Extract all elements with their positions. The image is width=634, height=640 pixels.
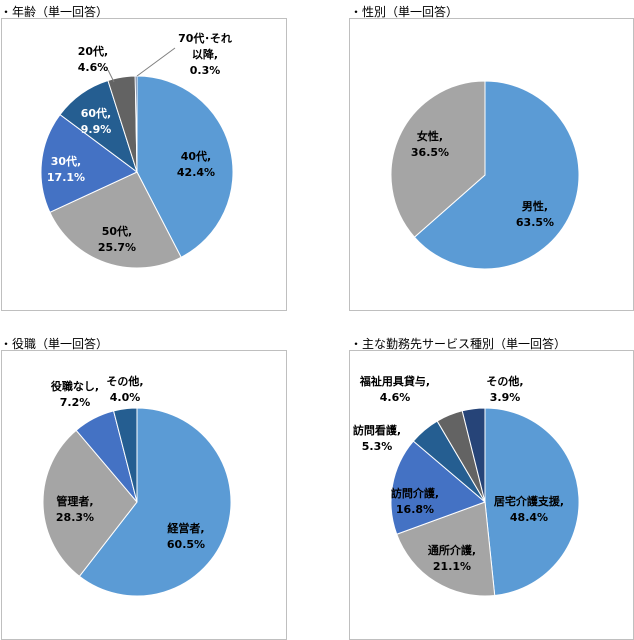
pie-slice-position-0 xyxy=(78,407,232,597)
data-label-gender-0: 男性, 63.5% xyxy=(516,199,554,229)
pie-slice-service-type-5 xyxy=(461,407,486,503)
pie-slice-age-2 xyxy=(40,113,138,213)
data-label-position-3: その他, 4.0% xyxy=(106,374,143,404)
data-label-service-type-2: 訪問介護, 16.8% xyxy=(391,486,439,516)
pie-chart-gender: 男性, 63.5% 女性, 36.5% xyxy=(390,80,580,270)
pie-chart-age: 40代, 42.4% 50代, 25.7% 30代, 17.1% 60代, 9.9% 20代, 4… xyxy=(40,31,234,269)
pie-slice-gender-1 xyxy=(390,80,486,238)
leader-line-age-70s xyxy=(136,47,176,77)
leader-line-age-20s xyxy=(107,69,115,83)
data-label-position-1: 管理者, 28.3% xyxy=(56,494,94,524)
pie-chart-service-type: 居宅介護支援, 48.4% 通所介護, 21.1% 訪問介護, 16.8% 訪問看護, 5.3… xyxy=(353,374,580,597)
pie-slice-age-5 xyxy=(134,75,138,173)
data-label-service-type-3: 訪問看護, 5.3% xyxy=(353,423,401,453)
pie-slice-age-1 xyxy=(49,171,182,269)
data-label-age-4: 20代, 4.6% xyxy=(78,44,109,74)
pie-slice-service-type-0 xyxy=(484,407,580,597)
data-label-age-1: 50代, 25.7% xyxy=(98,224,136,254)
pie-chart-position: 経営者, 60.5% 管理者, 28.3% 役職なし, 7.2%その他, 4.0% xyxy=(42,374,232,597)
pie-slice-position-1 xyxy=(42,429,138,577)
data-label-service-type-0: 居宅介護支援, 48.4% xyxy=(494,494,564,524)
data-label-age-3: 60代, 9.9% xyxy=(81,106,112,136)
data-label-service-type-1: 通所介護, 21.1% xyxy=(428,543,476,573)
data-label-service-type-4: 福祉用具貸与, 4.6% xyxy=(359,374,430,404)
data-label-age-0: 40代, 42.4% xyxy=(177,149,215,179)
data-label-age-2: 30代, 17.1% xyxy=(47,154,85,184)
chart-title-position: ・役職（単一回答） xyxy=(0,337,109,351)
data-label-age-5: 70代･それ以降, 0.3% xyxy=(178,31,232,77)
chart-title-gender: ・性別（単一回答） xyxy=(350,5,459,19)
data-label-gender-1: 女性, 36.5% xyxy=(411,129,449,159)
chart-title-age: ・年齢（単一回答） xyxy=(0,5,109,19)
pie-slice-service-type-2 xyxy=(390,440,486,535)
chart-title-service-type: ・主な勤務先サービス種別（単一回答） xyxy=(350,337,567,351)
pie-slice-gender-0 xyxy=(413,80,580,270)
data-label-position-0: 経営者, 60.5% xyxy=(167,521,205,551)
pie-slice-age-0 xyxy=(136,75,234,258)
pie-slice-position-3 xyxy=(113,407,138,503)
data-label-service-type-5: その他, 3.9% xyxy=(486,374,523,404)
data-label-position-2: 役職なし, 7.2% xyxy=(50,379,99,409)
